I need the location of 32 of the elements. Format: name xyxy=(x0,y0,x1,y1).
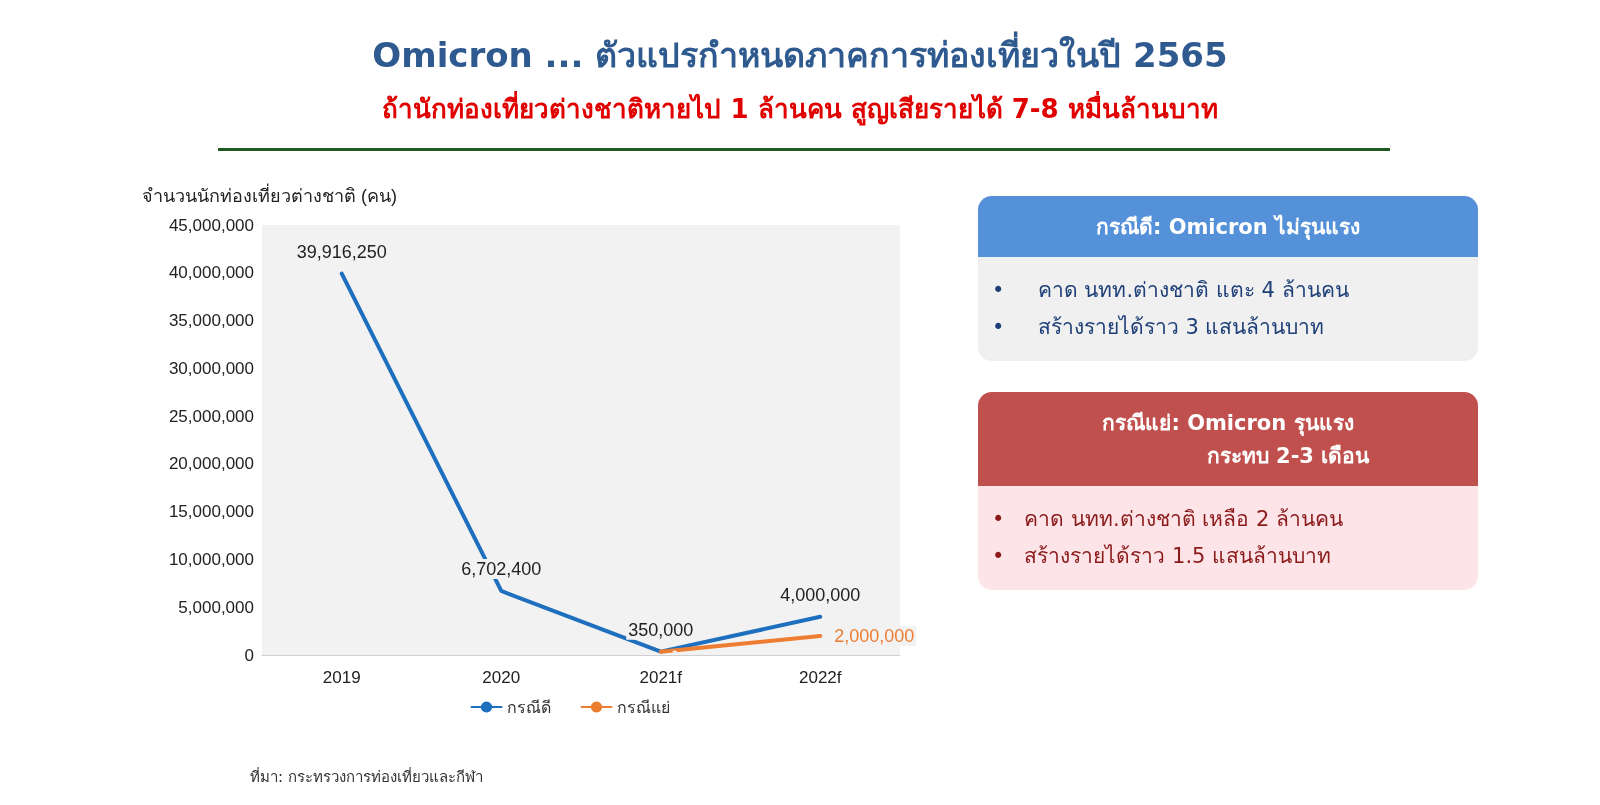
text: กรณีแย่: Omicron รุนแรง xyxy=(1101,410,1355,438)
data-label: 350,000 xyxy=(628,619,694,640)
y-axis-title: จำนวนนักท่องเที่ยวต่างชาติ (คน) xyxy=(142,183,397,206)
y-tick-label: 30,000,000 xyxy=(168,358,254,378)
text: • คาด นทท.ต่างชาติ เหลือ 2 ล้านคน xyxy=(992,506,1345,533)
text: • คาด นทท.ต่างชาติ แตะ 4 ล้านคน xyxy=(992,277,1350,304)
x-tick-label: 2019 xyxy=(322,668,361,687)
text: • สร้างรายได้ราว 3 แสนล้านบาท xyxy=(992,314,1326,341)
y-tick-label: 35,000,000 xyxy=(168,311,254,331)
x-tick-label: 2021f xyxy=(639,668,683,687)
data-label: 39,916,250 xyxy=(296,241,387,262)
text: • สร้างรายได้ราว 1.5 แสนล้านบาท xyxy=(992,543,1333,570)
y-tick-label: 25,000,000 xyxy=(168,406,254,426)
legend-label: กรณีดี xyxy=(506,698,551,716)
y-tick-label: 5,000,000 xyxy=(178,597,254,617)
x-tick-label: 2022f xyxy=(798,668,842,687)
chart-subtitle: ถ้านักท่องเที่ยวต่างชาติหายไป 1 ล้านคน สูญเสียรายได้ 7-8 หมื่นล้านบาท xyxy=(381,90,1219,128)
y-tick-label: 0 xyxy=(244,645,254,665)
chart-title: Omicron ... ตัวแปรกำหนดภาคการท่องเที่ยวในปี 2565 xyxy=(371,30,1229,77)
x-tick-label: 2020 xyxy=(482,668,521,687)
y-tick-label: 45,000,000 xyxy=(168,215,254,235)
text: ที่มา: กระทรวงการท่องเที่ยวและกีฬา xyxy=(250,766,483,788)
y-tick-label: 20,000,000 xyxy=(168,454,254,474)
data-label: 2,000,000 xyxy=(834,625,915,646)
data-label: 6,702,400 xyxy=(461,558,542,579)
text: กรณีดี: Omicron ไม่รุนแรง xyxy=(1094,213,1362,242)
y-tick-label: 15,000,000 xyxy=(168,502,254,522)
y-tick-label: 40,000,000 xyxy=(168,263,254,283)
legend-label: กรณีแย่ xyxy=(616,698,670,716)
text: กระทบ 2-3 เดือน xyxy=(1205,443,1371,470)
data-label: 4,000,000 xyxy=(780,584,861,605)
y-tick-label: 10,000,000 xyxy=(168,549,254,569)
